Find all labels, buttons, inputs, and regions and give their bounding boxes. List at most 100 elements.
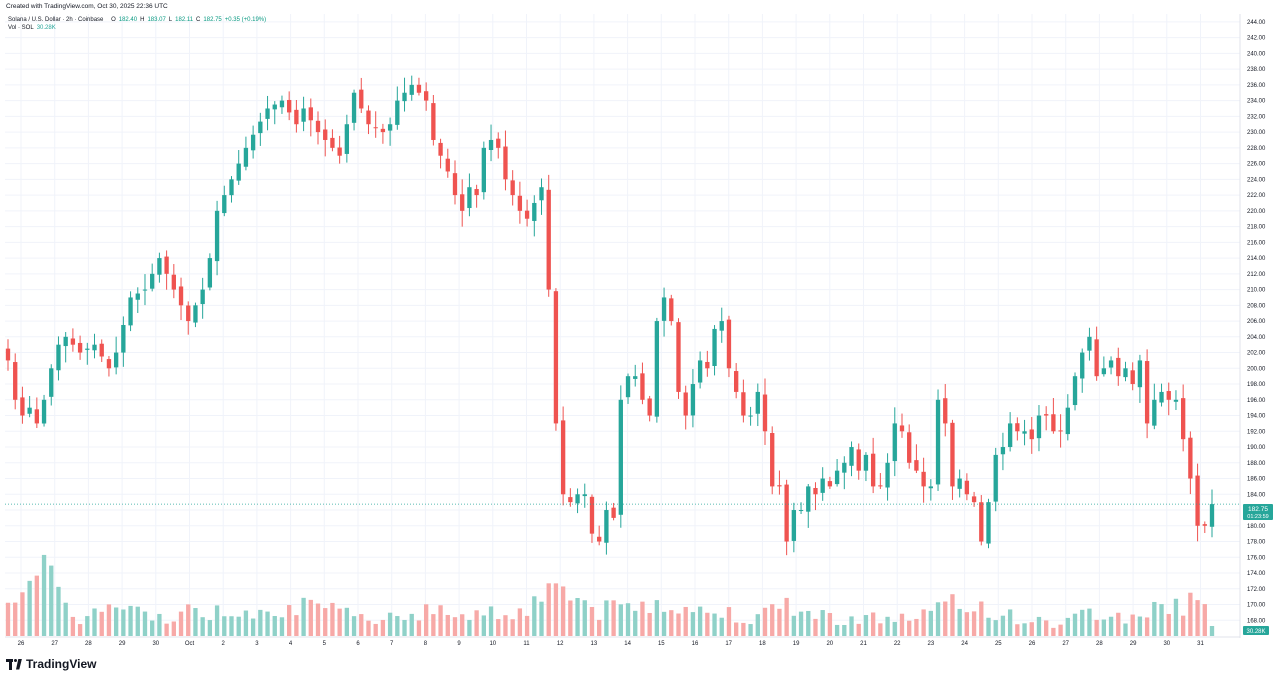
volume-bar [236, 616, 241, 636]
volume-bar [820, 610, 825, 636]
candle-body [993, 454, 998, 502]
candle-body [402, 92, 407, 102]
volume-bar [395, 616, 400, 636]
candle-body [474, 189, 479, 196]
volume-bar [957, 608, 962, 636]
volume-bar [719, 617, 724, 636]
candle-body [121, 325, 126, 353]
time-axis[interactable]: 26 27 28 29 30 Oct 2 3 4 5 6 7 8 9 10 11 12 13 14 15 16 17 18 1… [5, 636, 1240, 647]
volume-bar [200, 617, 205, 636]
x-tick-label: 24 [961, 641, 968, 647]
candle-body [755, 391, 760, 414]
candle-body [1101, 368, 1107, 375]
candle-body [27, 407, 32, 414]
x-tick-label: 25 [995, 641, 1002, 647]
y-tick-label: 186.00 [1247, 477, 1266, 483]
volume-bar [611, 600, 616, 636]
attribution: Created with TradingView.com, Oct 30, 20… [6, 3, 168, 10]
candle-body [193, 305, 198, 323]
volume-label-bg [1243, 626, 1269, 635]
candle-body [856, 449, 861, 471]
candle-body [1123, 368, 1128, 378]
candle-body [1044, 414, 1049, 416]
volume-bar [921, 609, 926, 636]
candle-body [481, 147, 486, 193]
x-tick-label: 10 [489, 641, 496, 647]
candle-body [157, 258, 162, 275]
volume-bar [892, 621, 897, 636]
volume-bar [387, 612, 393, 636]
volume-bar [1007, 609, 1013, 636]
volume-bar [517, 608, 523, 636]
volume-bar [647, 612, 652, 636]
volume-bar [524, 615, 530, 636]
volume-bar [1058, 624, 1063, 636]
volume-bar [474, 610, 479, 636]
candle-body [510, 180, 515, 196]
volume-bar [943, 601, 948, 636]
y-tick-label: 242.00 [1247, 36, 1266, 42]
volume-bar [928, 610, 933, 636]
candle-body [416, 84, 422, 93]
candle-body [323, 129, 328, 140]
volume-bar [315, 603, 321, 636]
candle-body [1137, 360, 1143, 388]
y-tick-label: 232.00 [1247, 114, 1266, 120]
candle-body [344, 124, 350, 154]
volume-bar [741, 622, 746, 636]
volume-bar [1202, 604, 1207, 636]
volume-bar [1108, 616, 1114, 636]
volume-bar [1159, 604, 1164, 636]
volume-bar [178, 611, 184, 636]
symbol-title[interactable]: Solana / U.S. Dollar · 2h · Coinbase [8, 17, 104, 23]
volume-bar [344, 607, 350, 636]
candle-body [99, 343, 104, 357]
tradingview-brand[interactable]: TradingView [6, 657, 96, 671]
volume-bar [907, 620, 912, 636]
volume-bar [827, 613, 833, 636]
x-tick-label: 11 [523, 641, 530, 647]
candle-body [1029, 429, 1034, 440]
volume-bar [669, 610, 674, 636]
volume-bar [1152, 601, 1157, 636]
price-axis[interactable]: 168.00 170.00 172.00 174.00 176.00 178.00 180.… [1239, 14, 1266, 638]
volume-bar [1022, 623, 1027, 636]
volume-bar [373, 623, 378, 636]
x-tick-label: 26 [18, 641, 25, 647]
candle-body [943, 398, 948, 424]
candle-body [986, 502, 991, 544]
candle-body [56, 344, 61, 371]
volume-bar [1180, 615, 1186, 636]
candle-body [762, 394, 768, 432]
volume-bar [878, 623, 883, 636]
x-tick-label: 13 [591, 641, 598, 647]
candle-body [921, 471, 926, 487]
candle-body [611, 507, 616, 518]
candle-body [13, 362, 18, 400]
volume-bar [431, 614, 436, 636]
volume-bar [1015, 624, 1020, 636]
candle-body [135, 293, 140, 300]
candle-body [1094, 339, 1099, 377]
volume-bar [157, 613, 162, 636]
volume-bar [1065, 617, 1070, 636]
candle-body [258, 121, 263, 134]
volume-bar [409, 613, 414, 636]
volume-bar [770, 604, 775, 636]
volume-title[interactable]: Vol · SOL [8, 25, 34, 31]
volume-bar [633, 610, 638, 636]
candle-body [366, 110, 371, 125]
volume-bar [214, 605, 220, 636]
y-tick-label: 216.00 [1247, 240, 1266, 246]
y-tick-label: 198.00 [1247, 382, 1266, 388]
volume-bar [488, 606, 494, 636]
volume-bar [1036, 616, 1042, 636]
x-tick-label: 14 [624, 641, 631, 647]
candle-body [445, 158, 450, 172]
volume-bar [597, 619, 602, 636]
candle-body [380, 128, 386, 133]
candle-body [899, 425, 905, 432]
volume-bar [849, 616, 854, 636]
volume-bar [964, 612, 970, 636]
